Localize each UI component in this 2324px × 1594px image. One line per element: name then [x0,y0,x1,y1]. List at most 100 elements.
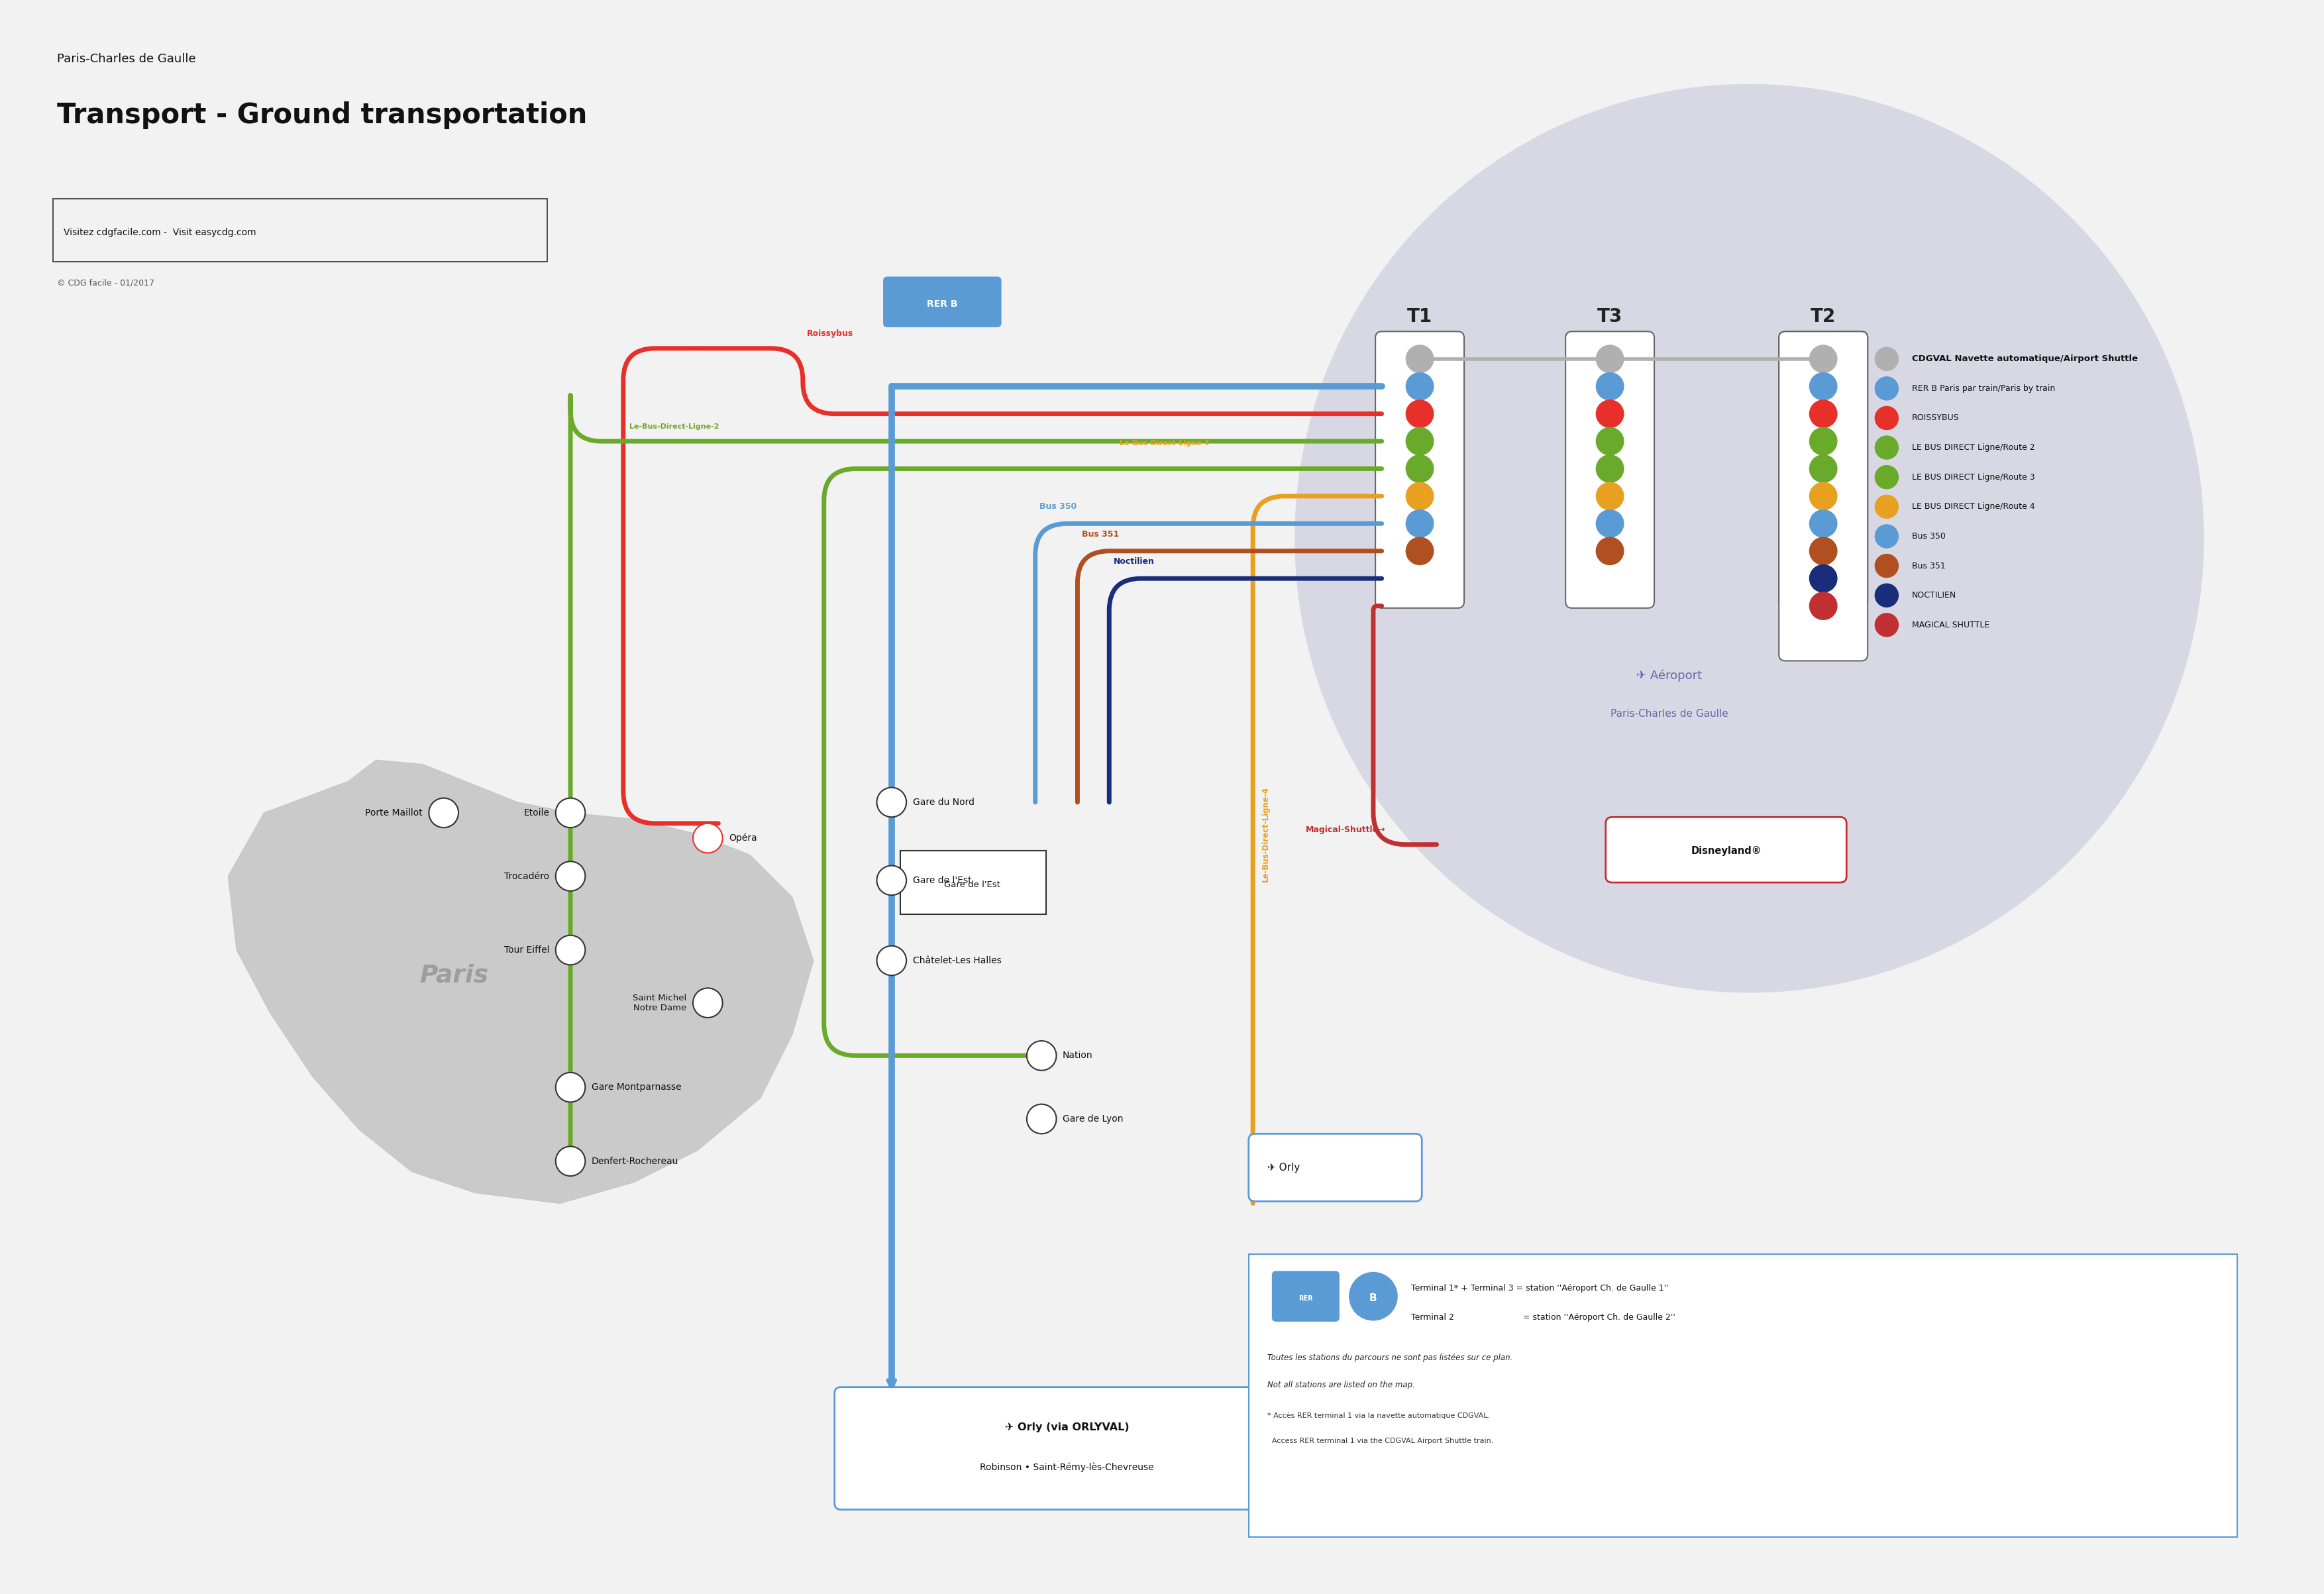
Circle shape [1875,347,1899,370]
Text: Opéra: Opéra [730,834,758,843]
Circle shape [555,1073,586,1101]
Text: Bus 351: Bus 351 [1913,561,1945,571]
Circle shape [693,824,723,853]
Circle shape [555,1146,586,1176]
Text: LE BUS DIRECT Ligne/Route 3: LE BUS DIRECT Ligne/Route 3 [1913,473,2036,481]
Circle shape [1597,427,1624,454]
Text: * Accès RER terminal 1 via la navette automatique CDGVAL.: * Accès RER terminal 1 via la navette au… [1267,1412,1490,1419]
Text: Robinson • Saint-Rémy-lès-Chevreuse: Robinson • Saint-Rémy-lès-Chevreuse [981,1463,1155,1473]
Circle shape [1406,400,1434,427]
Text: LE BUS DIRECT Ligne/Route 2: LE BUS DIRECT Ligne/Route 2 [1913,443,2036,451]
FancyBboxPatch shape [1566,332,1655,607]
Text: Terminal 2                          = station ''Aéroport Ch. de Gaulle 2'': Terminal 2 = station ''Aéroport Ch. de G… [1411,1313,1676,1321]
Text: Visitez cdgfacile.com -  Visit easycdg.com: Visitez cdgfacile.com - Visit easycdg.co… [63,228,256,238]
Text: ✈ Orly: ✈ Orly [1267,1162,1299,1173]
Text: Gare Montparnasse: Gare Montparnasse [593,1082,681,1092]
Text: Transport - Ground transportation: Transport - Ground transportation [58,102,588,129]
Text: Bus 351: Bus 351 [1081,529,1118,539]
Text: Denfert-Rochereau: Denfert-Rochereau [593,1157,679,1165]
Text: Roissybus: Roissybus [806,330,853,338]
Circle shape [1810,483,1836,510]
Text: Terminal 1* + Terminal 3 = station ''Aéroport Ch. de Gaulle 1'': Terminal 1* + Terminal 3 = station ''Aér… [1411,1283,1669,1293]
Text: Le-Bus-Direct-Ligne-2: Le-Bus-Direct-Ligne-2 [630,422,720,430]
Circle shape [1406,537,1434,564]
Circle shape [1810,373,1836,400]
Circle shape [1406,427,1434,454]
Text: Saint Michel
Notre Dame: Saint Michel Notre Dame [632,993,686,1012]
Text: NOCTILIEN: NOCTILIEN [1913,591,1957,599]
Text: RER: RER [1299,1294,1313,1302]
Text: Le-Bus-Direct-Ligne-4: Le-Bus-Direct-Ligne-4 [1120,440,1208,446]
Text: Gare de Lyon: Gare de Lyon [1062,1114,1122,1124]
Text: Le-Bus-Direct-Ligne-4: Le-Bus-Direct-Ligne-4 [1262,786,1269,881]
Circle shape [1875,614,1899,636]
Circle shape [1810,510,1836,537]
Text: Toutes les stations du parcours ne sont pas listées sur ce plan.: Toutes les stations du parcours ne sont … [1267,1353,1513,1361]
Circle shape [1597,454,1624,483]
Circle shape [876,866,906,896]
Circle shape [1810,346,1836,373]
Circle shape [1875,496,1899,518]
Circle shape [1597,400,1624,427]
Circle shape [1597,346,1624,373]
Text: Magical-Shuttle→: Magical-Shuttle→ [1306,826,1385,834]
Circle shape [876,945,906,976]
Text: Trocadéro: Trocadéro [504,872,548,881]
Circle shape [430,799,458,827]
Circle shape [1406,510,1434,537]
Circle shape [1406,454,1434,483]
FancyBboxPatch shape [1778,332,1868,662]
Text: Access RER terminal 1 via the CDGVAL Airport Shuttle train.: Access RER terminal 1 via the CDGVAL Air… [1267,1438,1494,1444]
Circle shape [1597,483,1624,510]
Text: T2: T2 [1810,308,1836,325]
FancyBboxPatch shape [834,1387,1301,1510]
Circle shape [1875,524,1899,548]
Text: RER B: RER B [927,300,957,309]
Text: ROISSYBUS: ROISSYBUS [1913,414,1959,422]
Text: ✈ Aéroport: ✈ Aéroport [1636,669,1701,682]
Circle shape [1406,373,1434,400]
Text: B: B [1369,1293,1378,1304]
Circle shape [1810,564,1836,593]
Text: Châtelet-Les Halles: Châtelet-Les Halles [913,956,1002,966]
Text: MAGICAL SHUTTLE: MAGICAL SHUTTLE [1913,620,1989,630]
FancyBboxPatch shape [1606,818,1848,883]
Circle shape [1810,427,1836,454]
Circle shape [1875,583,1899,607]
Circle shape [693,988,723,1017]
Circle shape [1406,346,1434,373]
Circle shape [1875,465,1899,489]
Circle shape [1348,1270,1399,1321]
FancyBboxPatch shape [53,199,546,261]
Circle shape [555,861,586,891]
FancyBboxPatch shape [883,277,1002,327]
Text: Not all stations are listed on the map.: Not all stations are listed on the map. [1267,1380,1415,1390]
Text: Porte Maillot: Porte Maillot [365,808,423,818]
Text: Gare de l'Est: Gare de l'Est [913,875,971,885]
Circle shape [1810,537,1836,564]
Circle shape [1027,1041,1057,1071]
Circle shape [1875,437,1899,459]
Circle shape [1875,406,1899,430]
Circle shape [1875,555,1899,577]
Text: Bus 350: Bus 350 [1913,532,1945,540]
Text: Gare de l'Est: Gare de l'Est [944,880,999,889]
Text: Noctilien: Noctilien [1113,558,1155,566]
Text: Tour Eiffel: Tour Eiffel [504,945,548,955]
FancyBboxPatch shape [899,851,1046,915]
Text: T3: T3 [1597,308,1622,325]
Text: Gare du Nord: Gare du Nord [913,797,974,807]
Text: ✈ Orly (via ORLYVAL): ✈ Orly (via ORLYVAL) [1004,1422,1129,1431]
Text: Nation: Nation [1062,1050,1092,1060]
Text: LE BUS DIRECT Ligne/Route 4: LE BUS DIRECT Ligne/Route 4 [1913,502,2036,512]
Circle shape [1810,593,1836,620]
Circle shape [1294,84,2203,993]
Circle shape [1597,537,1624,564]
Text: T1: T1 [1406,308,1432,325]
Text: CDGVAL Navette automatique/Airport Shuttle: CDGVAL Navette automatique/Airport Shutt… [1913,354,2138,363]
Circle shape [1406,483,1434,510]
FancyBboxPatch shape [1248,1254,2238,1537]
FancyBboxPatch shape [1248,1133,1422,1202]
Text: Etoile: Etoile [523,808,548,818]
Text: Paris: Paris [421,963,488,987]
